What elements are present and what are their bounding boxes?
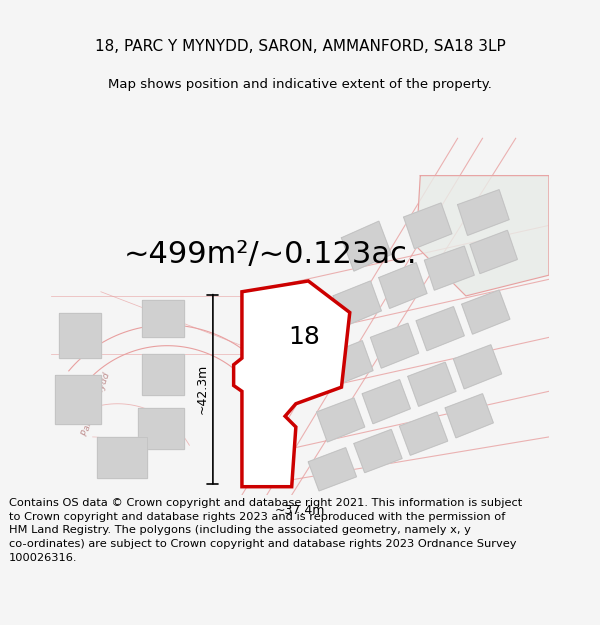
Polygon shape bbox=[458, 190, 509, 236]
Text: ~37.4m: ~37.4m bbox=[275, 504, 325, 518]
Polygon shape bbox=[454, 345, 502, 389]
Polygon shape bbox=[404, 203, 452, 249]
Polygon shape bbox=[379, 262, 427, 308]
Polygon shape bbox=[371, 323, 419, 368]
Polygon shape bbox=[408, 362, 456, 406]
Polygon shape bbox=[416, 176, 549, 296]
Polygon shape bbox=[470, 231, 517, 274]
Polygon shape bbox=[445, 394, 493, 438]
Polygon shape bbox=[317, 398, 365, 442]
Polygon shape bbox=[325, 341, 373, 386]
Polygon shape bbox=[462, 290, 510, 334]
Polygon shape bbox=[333, 281, 381, 327]
Text: Contains OS data © Crown copyright and database right 2021. This information is : Contains OS data © Crown copyright and d… bbox=[9, 498, 522, 562]
Polygon shape bbox=[59, 312, 101, 358]
Text: Map shows position and indicative extent of the property.: Map shows position and indicative extent… bbox=[108, 78, 492, 91]
Polygon shape bbox=[308, 448, 356, 491]
Polygon shape bbox=[142, 354, 184, 396]
Text: 18, PARC Y MYNYDD, SARON, AMMANFORD, SA18 3LP: 18, PARC Y MYNYDD, SARON, AMMANFORD, SA1… bbox=[95, 39, 505, 54]
Text: ~42.3m: ~42.3m bbox=[196, 364, 209, 414]
Polygon shape bbox=[142, 300, 184, 338]
Polygon shape bbox=[233, 281, 350, 487]
Text: 18: 18 bbox=[288, 326, 320, 349]
Polygon shape bbox=[138, 408, 184, 449]
Polygon shape bbox=[55, 375, 101, 424]
Polygon shape bbox=[400, 412, 448, 455]
Text: ~499m²/~0.123ac.: ~499m²/~0.123ac. bbox=[124, 240, 418, 269]
Polygon shape bbox=[424, 246, 474, 290]
Polygon shape bbox=[362, 380, 410, 424]
Polygon shape bbox=[416, 307, 464, 351]
Polygon shape bbox=[97, 437, 146, 478]
Polygon shape bbox=[354, 429, 402, 472]
Text: Parc Y Mynydd: Parc Y Mynydd bbox=[80, 371, 112, 437]
Polygon shape bbox=[341, 221, 391, 271]
